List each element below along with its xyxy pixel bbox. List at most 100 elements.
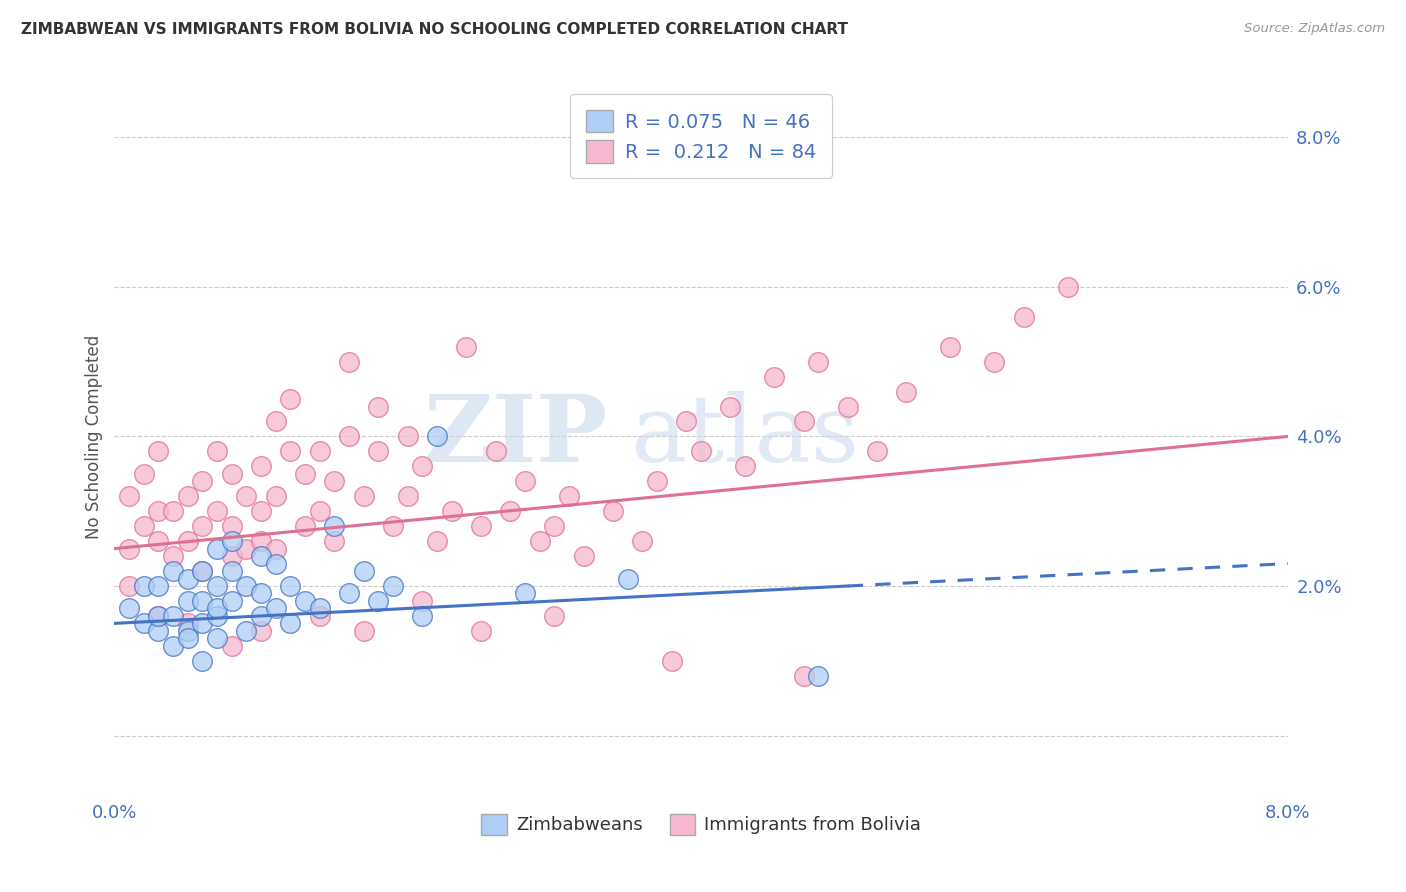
Text: Source: ZipAtlas.com: Source: ZipAtlas.com xyxy=(1244,22,1385,36)
Point xyxy=(1056,280,1078,294)
Point xyxy=(235,489,257,503)
Point xyxy=(807,669,830,683)
Point xyxy=(353,489,375,503)
Point xyxy=(323,534,346,549)
Point xyxy=(235,541,257,556)
Point xyxy=(191,594,214,608)
Point xyxy=(675,414,697,428)
Point xyxy=(118,601,141,615)
Point xyxy=(426,534,449,549)
Point xyxy=(631,534,654,549)
Point xyxy=(382,519,405,533)
Point xyxy=(250,459,273,474)
Point xyxy=(162,639,184,653)
Point xyxy=(264,557,287,571)
Point xyxy=(132,467,155,481)
Point xyxy=(294,519,316,533)
Point xyxy=(308,444,330,458)
Point xyxy=(411,459,433,474)
Point xyxy=(396,489,419,503)
Point xyxy=(456,340,478,354)
Point xyxy=(177,624,200,638)
Point xyxy=(294,467,316,481)
Point xyxy=(221,594,243,608)
Point xyxy=(323,519,346,533)
Point xyxy=(132,616,155,631)
Point xyxy=(323,475,346,489)
Point xyxy=(205,444,228,458)
Point xyxy=(308,608,330,623)
Point xyxy=(353,564,375,578)
Point xyxy=(602,504,624,518)
Point xyxy=(280,579,302,593)
Point xyxy=(485,444,508,458)
Point xyxy=(896,384,918,399)
Point xyxy=(763,369,786,384)
Point xyxy=(382,579,405,593)
Point xyxy=(734,459,756,474)
Point xyxy=(367,594,389,608)
Point xyxy=(162,504,184,518)
Point xyxy=(617,572,640,586)
Point xyxy=(337,354,360,368)
Point xyxy=(118,579,141,593)
Point xyxy=(132,579,155,593)
Point xyxy=(572,549,595,563)
Point xyxy=(205,601,228,615)
Legend: Zimbabweans, Immigrants from Bolivia: Zimbabweans, Immigrants from Bolivia xyxy=(472,805,929,844)
Point xyxy=(205,632,228,646)
Point xyxy=(191,616,214,631)
Point xyxy=(221,549,243,563)
Point xyxy=(337,429,360,443)
Point xyxy=(191,654,214,668)
Point xyxy=(499,504,522,518)
Point xyxy=(148,444,170,458)
Point xyxy=(264,414,287,428)
Point xyxy=(250,534,273,549)
Point xyxy=(148,624,170,638)
Point xyxy=(837,400,859,414)
Point xyxy=(661,654,683,668)
Point xyxy=(221,519,243,533)
Point xyxy=(205,579,228,593)
Point xyxy=(177,616,200,631)
Point xyxy=(235,579,257,593)
Point xyxy=(720,400,742,414)
Point xyxy=(205,541,228,556)
Point xyxy=(645,475,668,489)
Point xyxy=(264,601,287,615)
Point xyxy=(280,616,302,631)
Point xyxy=(118,541,141,556)
Point xyxy=(250,549,273,563)
Point xyxy=(690,444,713,458)
Point xyxy=(866,444,889,458)
Point xyxy=(132,519,155,533)
Point xyxy=(411,608,433,623)
Point xyxy=(177,632,200,646)
Point xyxy=(367,444,389,458)
Point xyxy=(235,624,257,638)
Point xyxy=(529,534,551,549)
Point xyxy=(221,534,243,549)
Point xyxy=(250,504,273,518)
Point xyxy=(337,586,360,600)
Point xyxy=(221,639,243,653)
Text: ZIP: ZIP xyxy=(423,392,607,482)
Point xyxy=(205,504,228,518)
Point xyxy=(411,594,433,608)
Text: atlas: atlas xyxy=(631,392,860,482)
Point xyxy=(162,549,184,563)
Point xyxy=(807,354,830,368)
Point xyxy=(148,579,170,593)
Point xyxy=(191,519,214,533)
Point xyxy=(250,586,273,600)
Point xyxy=(513,475,536,489)
Point xyxy=(177,534,200,549)
Point xyxy=(470,519,492,533)
Point xyxy=(294,594,316,608)
Point xyxy=(191,564,214,578)
Point xyxy=(558,489,581,503)
Point xyxy=(793,414,815,428)
Text: ZIMBABWEAN VS IMMIGRANTS FROM BOLIVIA NO SCHOOLING COMPLETED CORRELATION CHART: ZIMBABWEAN VS IMMIGRANTS FROM BOLIVIA NO… xyxy=(21,22,848,37)
Point xyxy=(396,429,419,443)
